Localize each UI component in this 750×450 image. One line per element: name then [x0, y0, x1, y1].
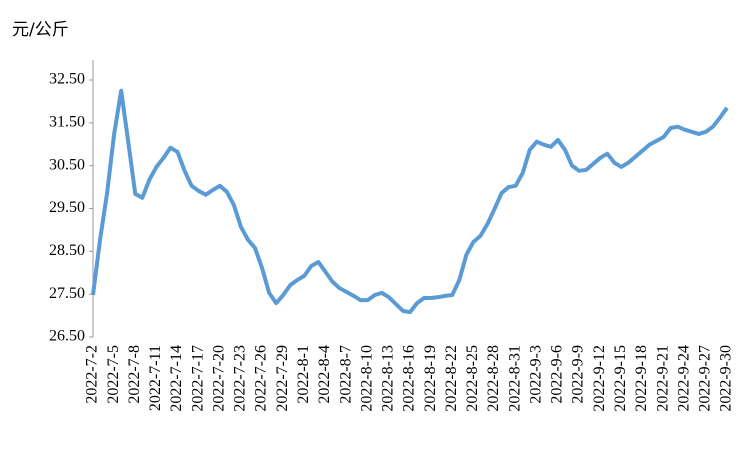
x-tick-label: 2022-7-11 [147, 345, 164, 411]
x-tick-label: 2022-9-6 [549, 345, 566, 404]
x-tick-label: 2022-9-3 [527, 345, 544, 404]
x-tick-label: 2022-7-2 [84, 345, 101, 404]
x-tick-label: 2022-9-12 [591, 345, 608, 412]
x-tick-label: 2022-9-9 [570, 345, 587, 404]
x-tick-label: 2022-7-5 [105, 345, 122, 404]
x-tick-label: 2022-7-29 [274, 345, 291, 412]
x-tick-label: 2022-9-21 [654, 345, 671, 412]
x-tick-label: 2022-8-7 [337, 345, 354, 404]
y-tick-label: 27.50 [49, 285, 85, 302]
x-tick-label: 2022-8-10 [358, 345, 375, 412]
x-tick-label: 2022-7-26 [253, 345, 270, 412]
x-tick-label: 2022-8-25 [464, 345, 481, 412]
y-tick-label: 32.50 [49, 71, 85, 88]
x-tick-label: 2022-8-19 [422, 345, 439, 412]
x-tick-label: 2022-9-30 [718, 345, 735, 412]
x-tick-label: 2022-9-15 [612, 345, 629, 412]
x-tick-label: 2022-8-13 [380, 345, 397, 412]
x-tick-label: 2022-7-23 [232, 345, 249, 412]
x-tick-label: 2022-9-27 [697, 345, 714, 412]
y-unit-label: 元/公斤 [12, 20, 69, 40]
x-tick-label: 2022-9-24 [675, 345, 692, 412]
y-tick-label: 28.50 [49, 242, 85, 259]
x-tick-label: 2022-7-17 [189, 345, 206, 412]
x-tick-label: 2022-7-8 [126, 345, 143, 404]
x-tick-label: 2022-8-22 [443, 345, 460, 412]
x-tick-label: 2022-8-28 [485, 345, 502, 412]
x-tick-label: 2022-9-18 [633, 345, 650, 412]
y-tick-label: 29.50 [49, 199, 85, 216]
y-tick-label: 26.50 [49, 328, 85, 345]
x-tick-label: 2022-8-1 [295, 345, 312, 404]
x-tick-label: 2022-8-4 [316, 345, 333, 404]
x-tick-label: 2022-8-16 [401, 345, 418, 412]
x-tick-label: 2022-7-14 [168, 345, 185, 412]
line-series [91, 88, 729, 315]
x-tick-label: 2022-8-31 [506, 345, 523, 412]
x-tick-label: 2022-7-20 [210, 345, 227, 412]
y-tick-label: 31.50 [49, 114, 85, 131]
y-tick-label: 30.50 [49, 156, 85, 173]
